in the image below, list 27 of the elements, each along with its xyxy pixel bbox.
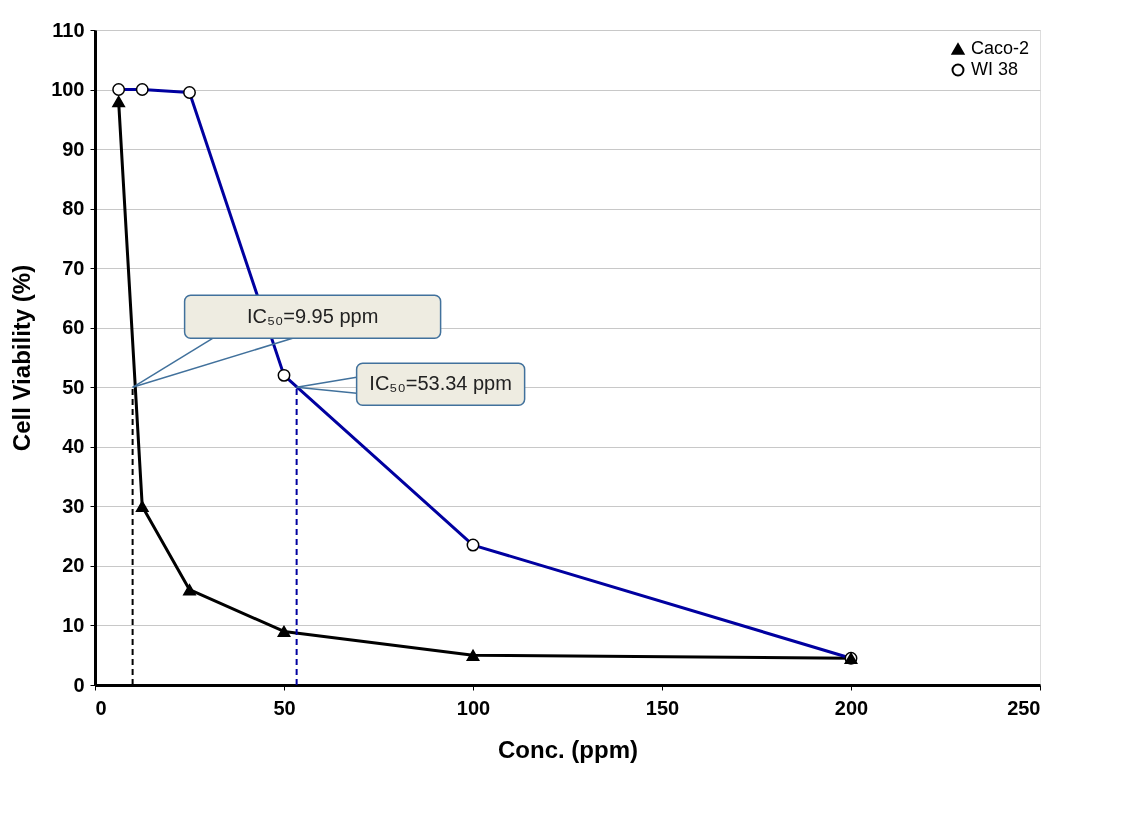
y-tick-label: 110 — [52, 18, 85, 41]
x-tick-label: 50 — [273, 696, 296, 719]
x-axis-title: Conc. (ppm) — [498, 735, 638, 763]
y-tick-label: 10 — [62, 613, 85, 636]
y-tick-label: 0 — [73, 673, 85, 696]
legend-label: Caco-2 — [971, 38, 1030, 58]
point — [466, 649, 480, 661]
y-tick-label: 70 — [62, 256, 85, 279]
y-tick-label: 60 — [62, 316, 85, 339]
y-tick-label: 80 — [62, 197, 85, 220]
point — [112, 95, 126, 108]
y-tick-label: 30 — [62, 494, 85, 517]
y-tick-label: 90 — [62, 137, 85, 160]
y-axis-title: Cell Viability (%) — [8, 264, 36, 452]
y-tick-label: 100 — [51, 78, 85, 101]
x-tick-label: 150 — [645, 696, 680, 719]
legend-label: WI 38 — [971, 59, 1019, 79]
y-tick-label: 50 — [62, 375, 85, 398]
x-tick-label: 250 — [1007, 696, 1041, 719]
y-tick-label: 20 — [62, 554, 85, 577]
x-tick-label: 200 — [834, 696, 869, 719]
point — [183, 584, 196, 596]
y-tick-label: 40 — [62, 435, 85, 458]
x-tick-label: 0 — [95, 696, 107, 719]
point — [135, 500, 149, 513]
point — [277, 625, 291, 638]
x-tick-label: 100 — [456, 696, 491, 719]
